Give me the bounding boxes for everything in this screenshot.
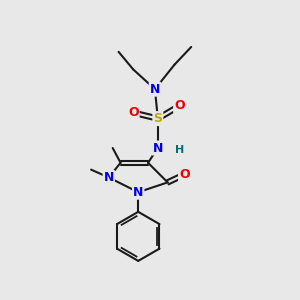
- Text: H: H: [175, 145, 184, 155]
- Text: O: O: [179, 168, 190, 181]
- Text: O: O: [128, 106, 139, 119]
- Text: N: N: [133, 186, 143, 199]
- Text: N: N: [150, 82, 160, 96]
- Text: N: N: [103, 171, 114, 184]
- Text: N: N: [153, 142, 163, 154]
- Text: S: S: [153, 112, 162, 125]
- Text: O: O: [174, 99, 185, 112]
